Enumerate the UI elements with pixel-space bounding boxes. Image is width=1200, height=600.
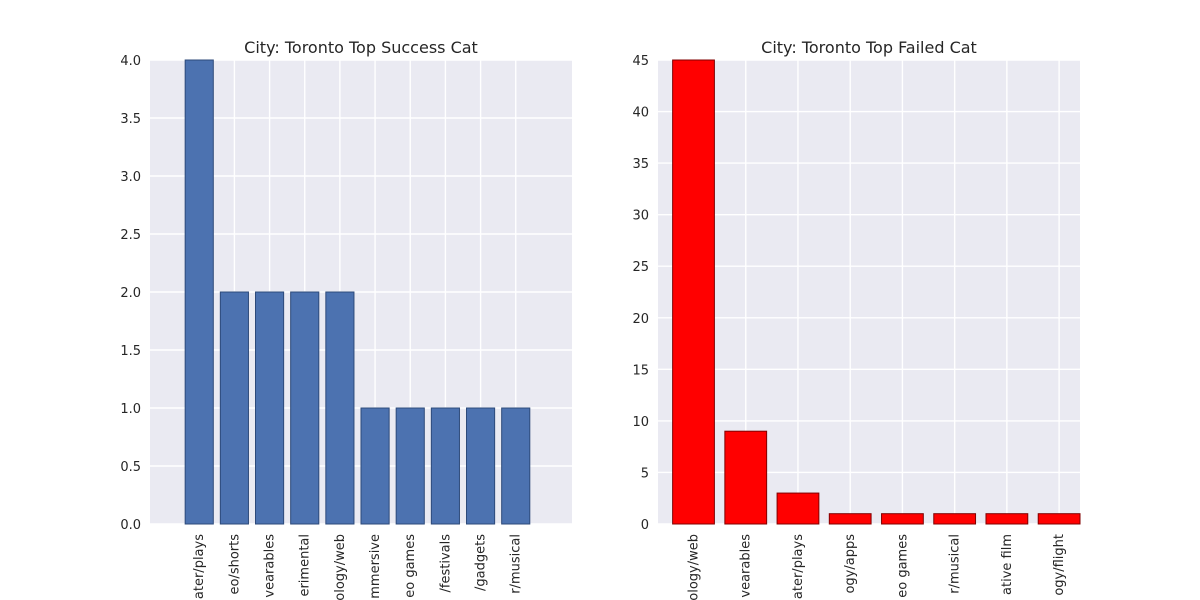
- y-tick-label: 10: [632, 415, 649, 430]
- bar-games-video-games: [395, 407, 425, 525]
- x-tick-label: vearables: [263, 534, 278, 598]
- x-tick-label: ogy/flight: [1052, 534, 1067, 596]
- success-y-axis: 0.0 0.5 1.0 1.5 2.0 2.5 3.0 3.5 4.0: [120, 54, 141, 533]
- bar-theater-plays: [776, 492, 820, 525]
- x-tick-label: ater/plays: [791, 534, 806, 599]
- y-tick-label: 3.5: [120, 112, 141, 127]
- x-tick-label: ater/plays: [192, 534, 207, 599]
- x-tick-label: ology/web: [333, 534, 348, 600]
- x-tick-label: ology/web: [687, 534, 702, 600]
- bar-film-video-shorts: [219, 291, 249, 525]
- bar-film-video-narrative-film: [985, 513, 1029, 525]
- bar-technology-wearables: [724, 430, 768, 525]
- x-tick-label: erimental: [298, 534, 313, 597]
- bar-film-video-festivals: [430, 407, 460, 525]
- failed-plot-area: [658, 60, 1080, 524]
- y-tick-label: 5: [641, 466, 649, 481]
- bar-technology-apps: [828, 513, 872, 525]
- failed-bars: [672, 59, 1081, 525]
- y-tick-label: 0.0: [120, 518, 141, 533]
- x-tick-label: r/musical: [948, 534, 963, 594]
- y-tick-label: 20: [632, 312, 649, 327]
- x-tick-label: ogy/apps: [843, 534, 858, 594]
- x-tick-label: eo games: [895, 534, 910, 598]
- y-tick-label: 25: [632, 260, 649, 275]
- y-tick-label: 30: [632, 209, 649, 224]
- bar-technology-flight: [1037, 513, 1081, 525]
- failed-category-chart: 0 5 10 15 20 25 30 35 40 45 ology/web vearables ate…: [632, 38, 1081, 600]
- y-tick-label: 1.5: [120, 344, 141, 359]
- failed-x-axis: ology/web vearables ater/plays ogy/apps eo g…: [687, 534, 1068, 600]
- bar-music-experimental: [290, 291, 320, 525]
- bar-technology-wearables: [255, 291, 285, 525]
- x-tick-label: /festivals: [438, 534, 453, 593]
- success-category-chart: 0.0 0.5 1.0 1.5 2.0 2.5 3.0 3.5 4.0 ater/plays eo…: [120, 38, 572, 600]
- bar-theater-plays: [184, 59, 214, 525]
- y-tick-label: 0: [641, 518, 649, 533]
- y-tick-label: 35: [632, 157, 649, 172]
- bar-technology-web: [672, 59, 715, 525]
- bar-theater-musical: [501, 407, 531, 525]
- bar-games-video-games: [881, 513, 924, 525]
- y-tick-label: 3.0: [120, 170, 141, 185]
- x-tick-label: ative film: [1000, 534, 1015, 595]
- success-bars: [184, 59, 531, 525]
- y-tick-label: 2.0: [120, 286, 141, 301]
- x-tick-label: eo games: [403, 534, 418, 598]
- failed-gridlines: [658, 59, 1080, 525]
- y-tick-label: 4.0: [120, 54, 141, 69]
- success-chart-title: City: Toronto Top Success Cat: [244, 38, 478, 57]
- failed-y-axis: 0 5 10 15 20 25 30 35 40 45: [632, 54, 649, 533]
- y-tick-label: 0.5: [120, 460, 141, 475]
- y-tick-label: 2.5: [120, 228, 141, 243]
- x-tick-label: /gadgets: [474, 534, 489, 591]
- bar-technology-web: [325, 291, 355, 525]
- success-x-axis: ater/plays eo/shorts vearables erimental olo…: [192, 534, 524, 600]
- x-tick-label: eo/shorts: [227, 534, 242, 595]
- bar-technology-gadgets: [466, 407, 496, 525]
- y-tick-label: 1.0: [120, 402, 141, 417]
- x-tick-label: r/musical: [509, 534, 524, 594]
- x-tick-label: vearables: [739, 534, 754, 598]
- x-tick-label: mmersive: [368, 534, 383, 599]
- failed-chart-title: City: Toronto Top Failed Cat: [761, 38, 977, 57]
- y-tick-label: 45: [632, 54, 649, 69]
- bar-theater-musical: [933, 513, 977, 525]
- y-tick-label: 15: [632, 363, 649, 378]
- bar-theater-immersive: [360, 407, 390, 525]
- y-tick-label: 40: [632, 106, 649, 121]
